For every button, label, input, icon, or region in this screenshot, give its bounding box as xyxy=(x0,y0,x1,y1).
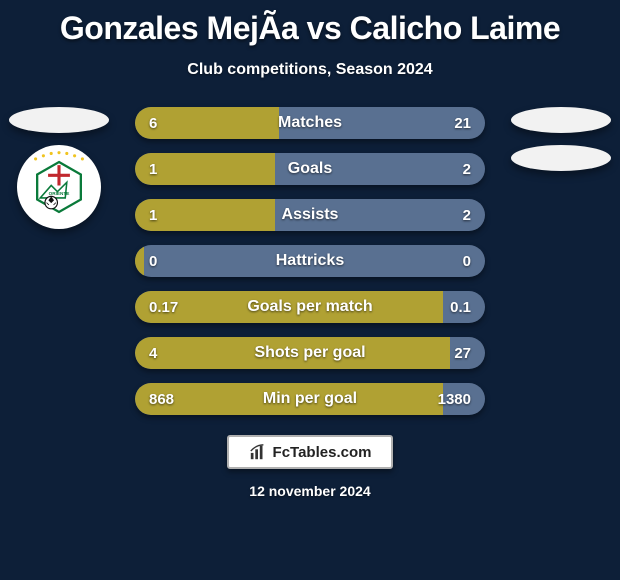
stat-bar-row: 00Hattricks xyxy=(135,245,485,277)
page-title: Gonzales MejÃ­a vs Calicho Laime xyxy=(0,0,620,47)
footer: FcTables.com 12 november 2024 xyxy=(0,435,620,499)
svg-text:ORIENTE: ORIENTE xyxy=(49,191,70,196)
stat-bar-row: 12Assists xyxy=(135,199,485,231)
stat-label: Matches xyxy=(135,107,485,139)
brand-text: FcTables.com xyxy=(273,444,372,461)
stat-label: Hattricks xyxy=(135,245,485,277)
stat-label: Assists xyxy=(135,199,485,231)
left-player-column: ORIENTE xyxy=(4,107,114,229)
right-flag xyxy=(511,107,611,133)
stat-bar-row: 621Matches xyxy=(135,107,485,139)
stat-bar-row: 0.170.1Goals per match xyxy=(135,291,485,323)
stat-label: Goals xyxy=(135,153,485,185)
subtitle: Club competitions, Season 2024 xyxy=(0,61,620,79)
stat-bars-list: 621Matches 12Goals 12Assists 00Hattricks 0.1… xyxy=(135,107,485,415)
comparison-content: ORIENTE 621Matches 12Goals 12Assists 00Hatt… xyxy=(0,107,620,415)
oriente-petrolero-badge-icon: ORIENTE xyxy=(20,148,98,226)
brand-box: FcTables.com xyxy=(227,435,394,469)
stat-label: Shots per goal xyxy=(135,337,485,369)
date-text: 12 november 2024 xyxy=(0,483,620,499)
left-club-logo: ORIENTE xyxy=(17,145,101,229)
stat-bar-row: 427Shots per goal xyxy=(135,337,485,369)
chart-icon xyxy=(249,443,267,461)
right-club-logo-blank xyxy=(511,145,611,171)
right-player-column xyxy=(506,107,616,171)
stat-label: Min per goal xyxy=(135,383,485,415)
left-flag xyxy=(9,107,109,133)
stat-label: Goals per match xyxy=(135,291,485,323)
stat-bar-row: 8681380Min per goal xyxy=(135,383,485,415)
stat-bar-row: 12Goals xyxy=(135,153,485,185)
